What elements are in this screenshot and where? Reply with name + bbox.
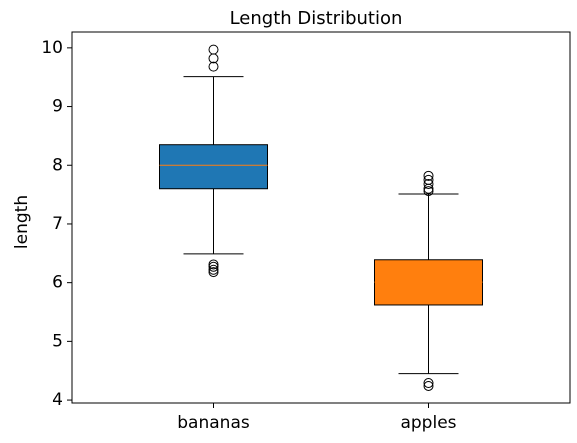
- x-tick-label: bananas: [177, 413, 250, 433]
- y-tick-label: 8: [52, 155, 63, 175]
- outlier: [423, 186, 434, 197]
- outlier: [423, 378, 434, 389]
- outlier: [208, 267, 219, 278]
- outlier: [208, 61, 219, 72]
- outlier: [423, 380, 434, 391]
- y-tick-label: 4: [52, 390, 63, 410]
- outlier: [208, 44, 219, 55]
- y-tick-label: 5: [52, 331, 63, 351]
- outlier: [208, 261, 219, 272]
- box: [159, 144, 268, 190]
- x-tick-label: apples: [400, 413, 456, 433]
- y-tick-label: 9: [52, 97, 63, 117]
- outlier: [208, 53, 219, 64]
- y-tick-label: 7: [52, 214, 63, 234]
- outlier: [208, 259, 219, 270]
- outlier: [423, 179, 434, 190]
- y-tick-label: 6: [52, 273, 63, 293]
- chart-title: Length Distribution: [230, 8, 403, 29]
- outlier: [208, 264, 219, 275]
- y-axis-label: length: [12, 195, 32, 249]
- plot-frame: [71, 31, 571, 404]
- outlier: [423, 170, 434, 181]
- outlier: [423, 183, 434, 194]
- y-tick-label: 10: [41, 38, 63, 58]
